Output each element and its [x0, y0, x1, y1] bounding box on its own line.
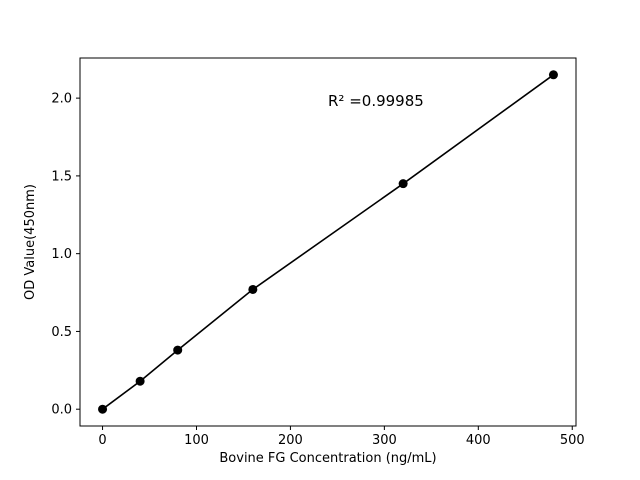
y-tick-label: 1.5: [51, 169, 72, 184]
y-tick-label: 2.0: [51, 92, 72, 107]
y-tick-label: 0.5: [51, 325, 72, 340]
x-tick-label: 400: [466, 433, 491, 448]
data-point: [98, 404, 108, 414]
x-tick-label: 300: [372, 433, 397, 448]
data-point: [548, 70, 558, 80]
y-tick-label: 0.0: [51, 403, 72, 418]
y-tick-label: 1.0: [51, 247, 72, 262]
x-axis-label: Bovine FG Concentration (ng/mL): [219, 451, 436, 466]
y-axis-label: OD Value(450nm): [23, 184, 38, 300]
r-squared-annotation: R² =0.99985: [328, 92, 424, 110]
x-tick-label: 0: [98, 433, 106, 448]
x-tick-label: 200: [278, 433, 303, 448]
x-tick-label: 500: [560, 433, 585, 448]
trend-line: [102, 74, 554, 410]
data-point: [173, 345, 183, 355]
data-point: [135, 376, 145, 386]
x-tick-label: 100: [184, 433, 209, 448]
data-point: [248, 284, 258, 294]
data-point: [398, 179, 408, 189]
